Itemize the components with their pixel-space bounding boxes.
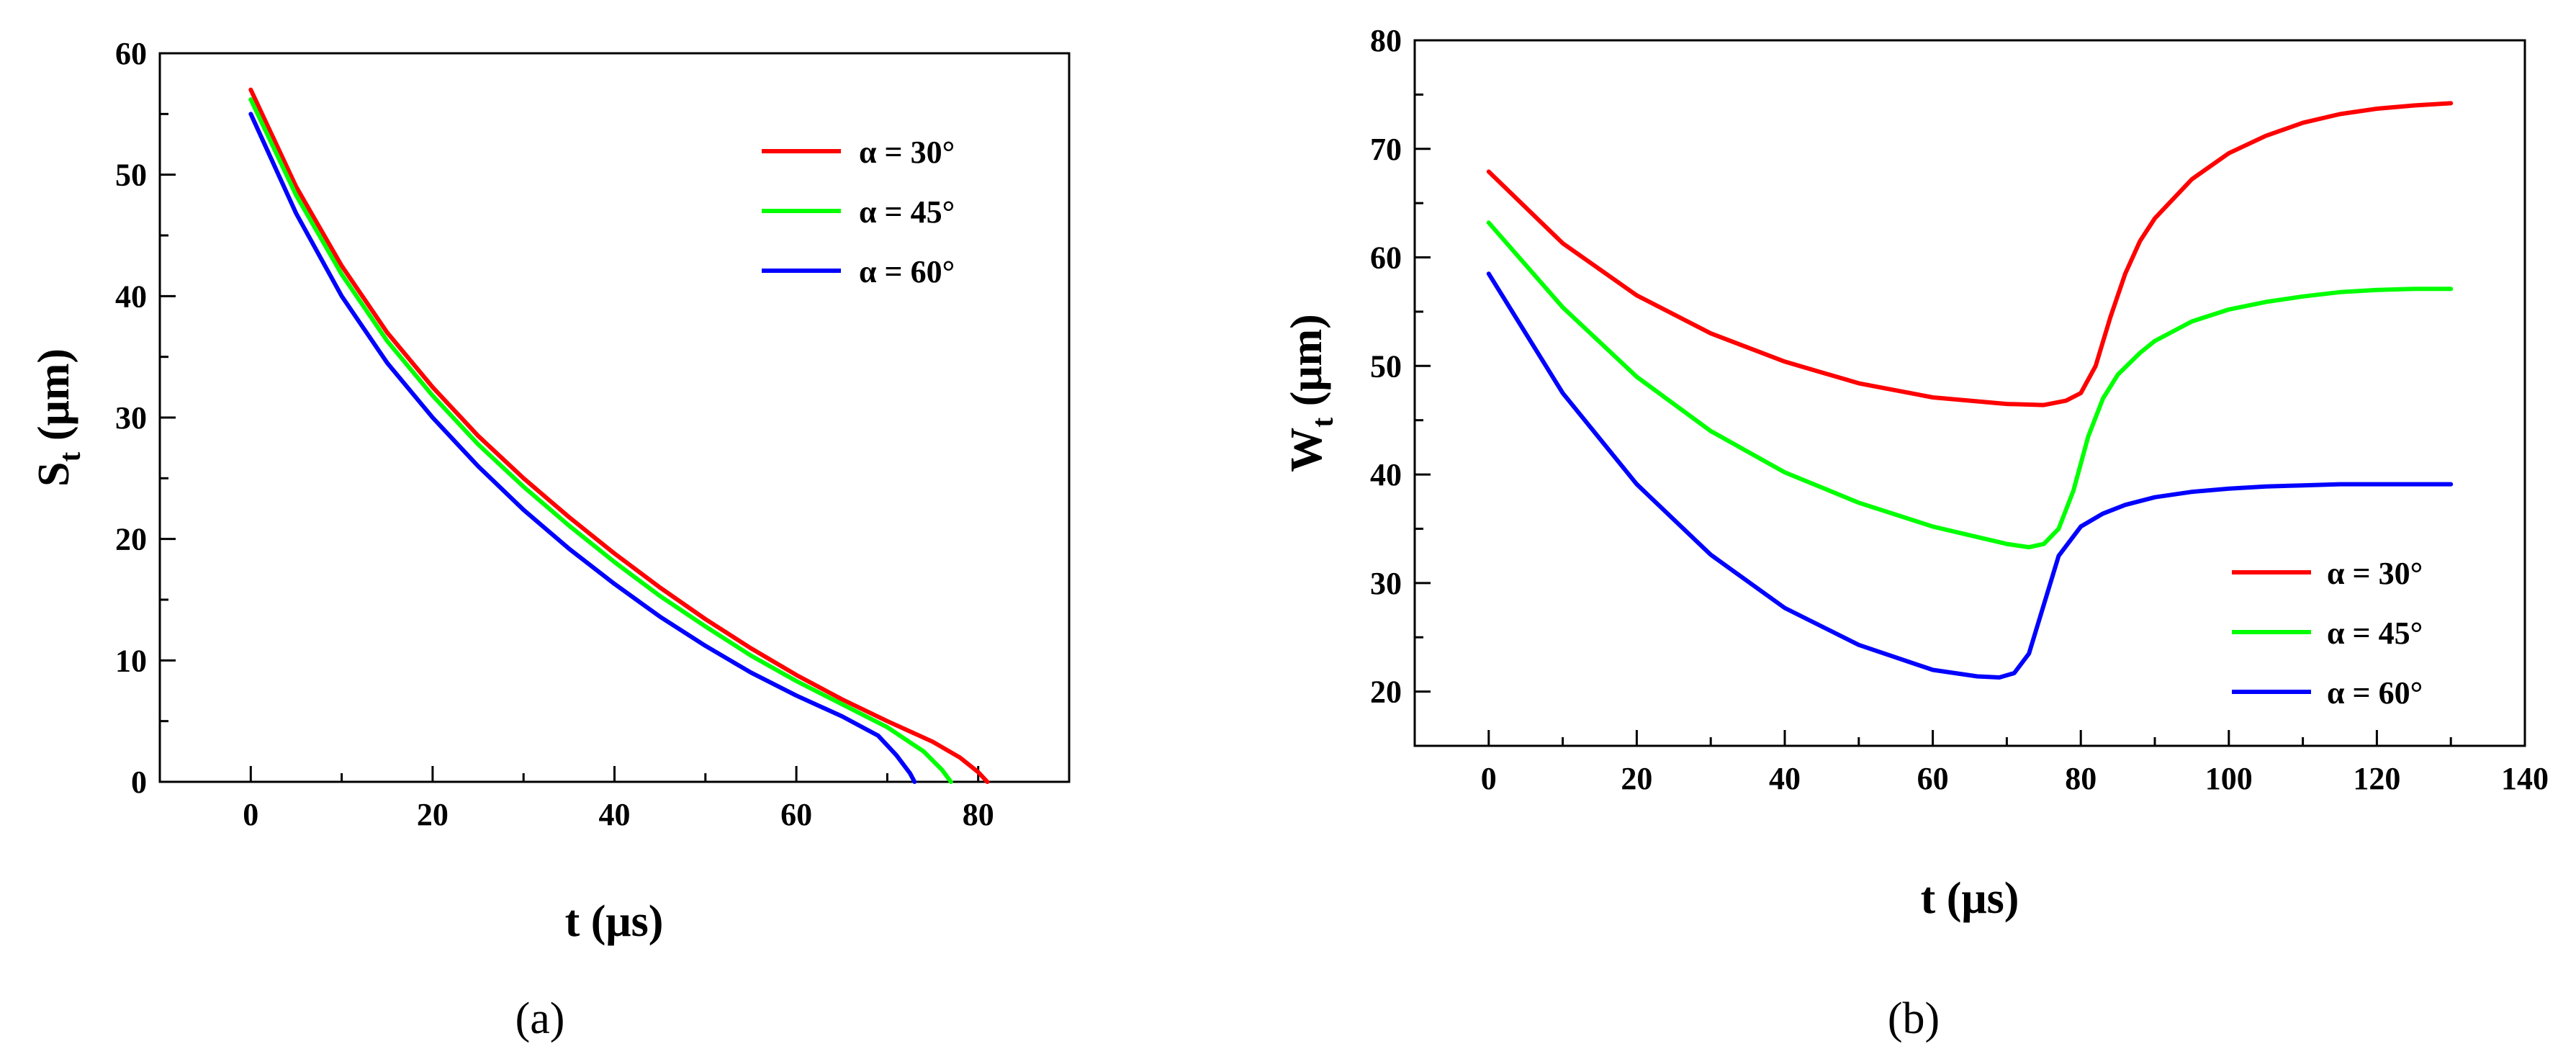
x-tick-label: 20 xyxy=(417,797,449,832)
legend-label: α = 45° xyxy=(859,194,955,230)
x-tick-label: 140 xyxy=(2501,761,2549,796)
y-axis-label-main: W xyxy=(1282,428,1331,472)
y-axis-label-unit: (μm) xyxy=(1282,314,1331,418)
y-tick-label: 20 xyxy=(115,522,147,557)
y-axis-label: St (μm) xyxy=(30,348,87,487)
legend-label: α = 30° xyxy=(859,135,955,170)
x-tick-label: 40 xyxy=(1769,761,1801,796)
legend-label: α = 30° xyxy=(2327,556,2423,591)
x-axis-label: t (μs) xyxy=(1921,874,2019,923)
y-tick-label: 60 xyxy=(115,36,147,71)
y-tick-label: 50 xyxy=(115,158,147,193)
y-tick-label: 70 xyxy=(1370,132,1402,167)
x-tick-label: 0 xyxy=(1481,761,1497,796)
y-tick-label: 10 xyxy=(115,643,147,678)
y-tick-label: 30 xyxy=(115,400,147,436)
chart-panel-b: 0 20 40 60 80 100 120 140 20 30 40 50 60 70 80 α = 30° α… xyxy=(1282,23,2549,1043)
legend-label: α = 60° xyxy=(859,254,955,289)
panel-label: (b) xyxy=(1888,994,1940,1043)
y-axis-label-unit: (μm) xyxy=(30,348,78,452)
series-line-2 xyxy=(248,97,953,784)
series-line-3 xyxy=(1486,271,2454,680)
y-tick-label: 80 xyxy=(1370,23,1402,58)
y-axis-label: Wt (μm) xyxy=(1282,314,1340,472)
series-line-1 xyxy=(248,87,990,784)
x-tick-label: 20 xyxy=(1621,761,1652,796)
legend-label: α = 45° xyxy=(2327,616,2423,651)
y-tick-label: 50 xyxy=(1370,348,1402,384)
x-tick-label: 60 xyxy=(780,797,812,832)
y-axis-label-main: S xyxy=(30,462,78,487)
y-axis-label-subscript: t xyxy=(54,452,87,462)
y-tick-label: 40 xyxy=(115,279,147,314)
x-axis-label: t (μs) xyxy=(565,897,664,946)
x-tick-label: 0 xyxy=(243,797,258,832)
series-line-2 xyxy=(1486,220,2454,550)
x-tick-label: 80 xyxy=(963,797,994,832)
x-tick-label: 100 xyxy=(2205,761,2253,796)
x-tick-label: 80 xyxy=(2065,761,2097,796)
x-tick-label: 40 xyxy=(599,797,631,832)
chart-panel-a: 0 20 40 60 80 0 10 20 30 40 50 60 α = 30° α = 45° α = … xyxy=(30,36,1071,1043)
legend-label: α = 60° xyxy=(2327,675,2423,711)
y-tick-label: 60 xyxy=(1370,240,1402,276)
series-line-1 xyxy=(1486,101,2454,407)
y-tick-label: 0 xyxy=(131,765,147,800)
y-tick-label: 20 xyxy=(1370,675,1402,710)
series-line-3 xyxy=(248,112,917,784)
y-tick-label: 40 xyxy=(1370,457,1402,492)
y-axis-label-subscript: t xyxy=(1307,418,1340,428)
x-tick-label: 60 xyxy=(1917,761,1949,796)
x-tick-label: 120 xyxy=(2353,761,2400,796)
panel-label: (a) xyxy=(515,994,565,1043)
plot-frame xyxy=(1413,39,2526,747)
y-tick-label: 30 xyxy=(1370,566,1402,601)
